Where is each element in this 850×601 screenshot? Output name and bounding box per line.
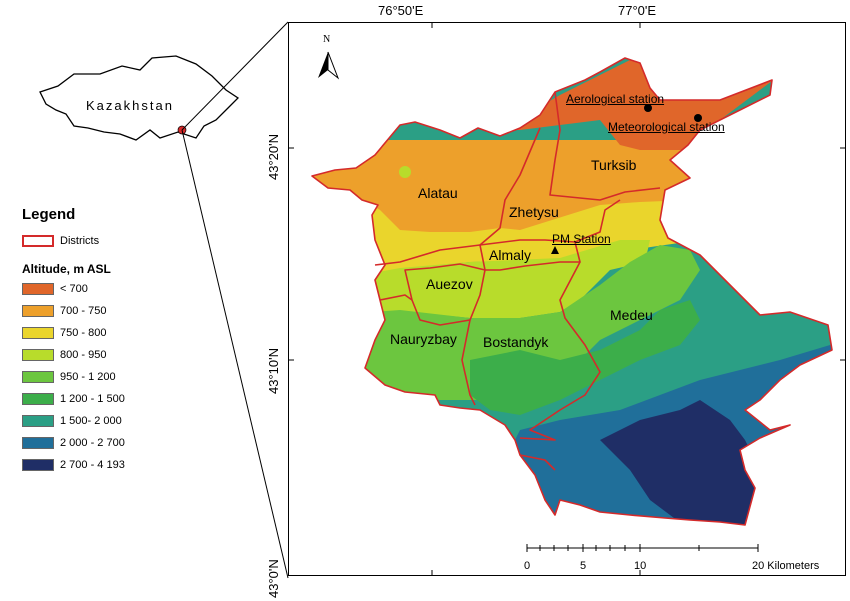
legend-altitude-swatch bbox=[22, 437, 54, 449]
north-arrow-icon bbox=[318, 51, 340, 80]
legend-altitude-row: 1 500- 2 000 bbox=[22, 414, 122, 428]
legend-altitude-title: Altitude, m ASL bbox=[22, 262, 111, 276]
legend-altitude-swatch bbox=[22, 415, 54, 427]
inset-map bbox=[39, 21, 289, 579]
legend-altitude-label: 1 200 - 1 500 bbox=[60, 393, 125, 405]
legend-altitude-label: 1 500- 2 000 bbox=[60, 415, 122, 427]
legend-altitude-swatch bbox=[22, 327, 54, 339]
kazakhstan-outline bbox=[39, 55, 240, 141]
district-label-nauryzbay: Nauryzbay bbox=[390, 331, 457, 347]
legend-altitude-row: 950 - 1 200 bbox=[22, 370, 116, 384]
district-label-auezov: Auezov bbox=[426, 276, 473, 292]
map-frame bbox=[288, 22, 846, 576]
district-label-bostandyk: Bostandyk bbox=[483, 334, 549, 350]
legend-altitude-label: < 700 bbox=[60, 283, 88, 295]
district-boundaries bbox=[311, 57, 833, 526]
scale-bar bbox=[526, 544, 759, 552]
legend-altitude-label: 2 700 - 4 193 bbox=[60, 459, 125, 471]
legend-districts-label: Districts bbox=[60, 235, 100, 247]
legend-altitude-row: 2 700 - 4 193 bbox=[22, 458, 125, 472]
legend-altitude-swatch bbox=[22, 349, 54, 361]
scale-label-10: 10 bbox=[634, 560, 647, 572]
lon-label-2: 77°0'E bbox=[618, 3, 657, 18]
legend-altitude-row: 2 000 - 2 700 bbox=[22, 436, 125, 450]
scale-label-0: 0 bbox=[524, 560, 531, 572]
district-label-alatau: Alatau bbox=[418, 185, 458, 201]
legend-altitude-swatch bbox=[22, 459, 54, 471]
meteorological-station-marker bbox=[694, 114, 702, 122]
zoom-line-top bbox=[181, 21, 289, 131]
legend-altitude-swatch bbox=[22, 305, 54, 317]
lon-label-1: 76°50'E bbox=[378, 3, 424, 18]
altitude-zones bbox=[312, 58, 832, 525]
legend-altitude-label: 950 - 1 200 bbox=[60, 371, 116, 383]
pm-station-marker bbox=[551, 246, 559, 254]
legend-altitude-label: 2 000 - 2 700 bbox=[60, 437, 125, 449]
scale-label-5: 5 bbox=[580, 560, 587, 572]
legend-altitude-row: < 700 bbox=[22, 282, 88, 296]
legend-altitude-row: 1 200 - 1 500 bbox=[22, 392, 125, 406]
district-label-medeu: Medeu bbox=[610, 307, 653, 323]
aerological-station-label: Aerological station bbox=[566, 92, 665, 106]
meteorological-station-label: Meteorological station bbox=[608, 120, 725, 134]
legend-altitude-row: 800 - 950 bbox=[22, 348, 106, 362]
aerological-station-marker bbox=[644, 104, 652, 112]
pm-station-label: PM Station bbox=[552, 232, 611, 246]
legend-altitude-label: 800 - 950 bbox=[60, 349, 107, 361]
legend-districts-row: Districts bbox=[22, 234, 99, 248]
district-label-turksib: Turksib bbox=[591, 157, 637, 173]
inset-country-label: Kazakhstan bbox=[86, 98, 174, 113]
legend-district-swatch bbox=[22, 235, 54, 247]
zoom-line-bottom bbox=[181, 129, 289, 579]
legend-altitude-label: 750 - 800 bbox=[60, 327, 107, 339]
scale-label-20-km: 20 Kilometers bbox=[752, 560, 820, 572]
district-label-almaly: Almaly bbox=[489, 247, 532, 263]
legend-altitude-row: 700 - 750 bbox=[22, 304, 106, 318]
legend-altitude-row: 750 - 800 bbox=[22, 326, 106, 340]
legend-altitude-swatch bbox=[22, 393, 54, 405]
district-label-zhetysu: Zhetysu bbox=[509, 204, 559, 220]
north-label: N bbox=[323, 34, 331, 45]
legend-altitude-swatch bbox=[22, 371, 54, 383]
legend-altitude-label: 700 - 750 bbox=[60, 305, 107, 317]
legend-title: Legend bbox=[22, 206, 76, 223]
legend-altitude-swatch bbox=[22, 283, 54, 295]
